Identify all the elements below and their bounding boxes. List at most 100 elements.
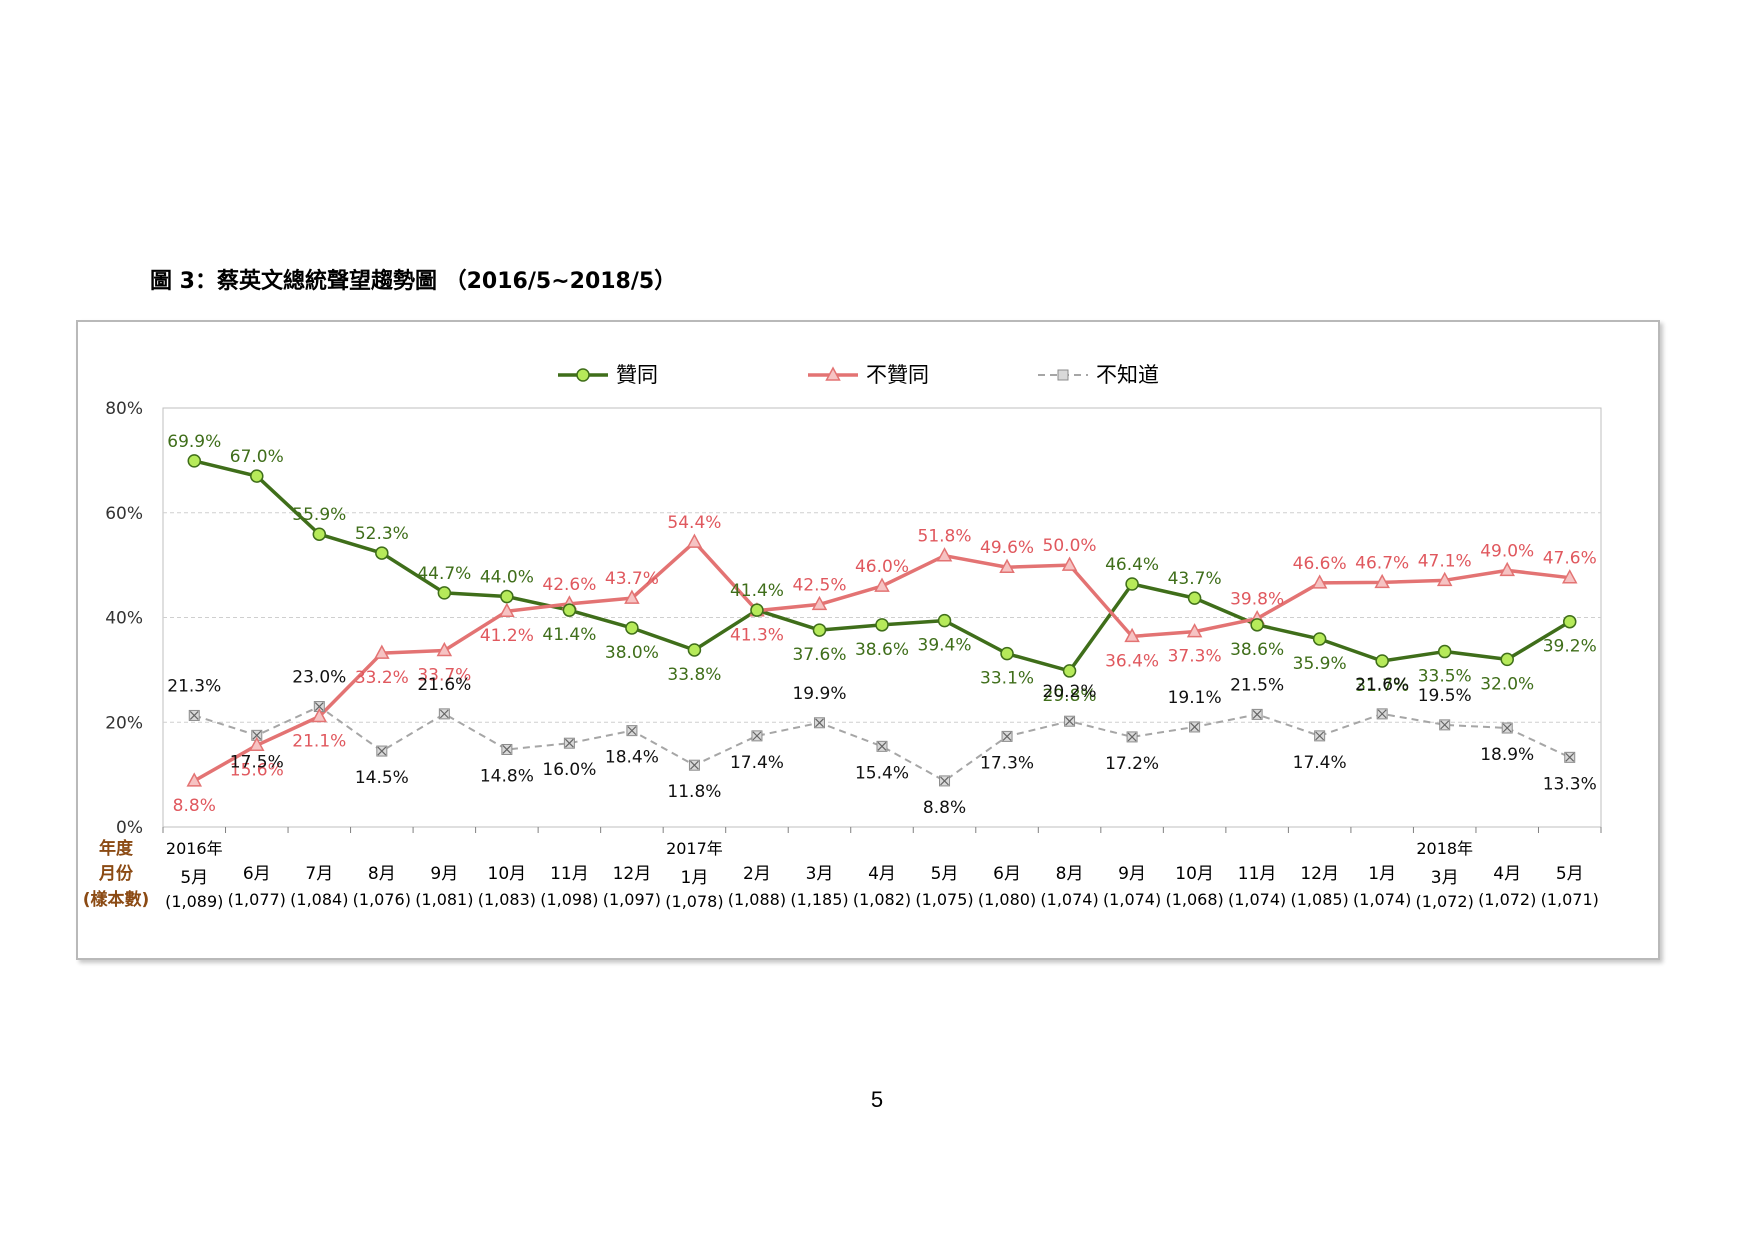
approve-value-label: 35.9% [1293, 654, 1347, 674]
month-label: 8月 [1056, 864, 1084, 884]
sample-size-label: (1,068) [1165, 890, 1223, 909]
approve-point [625, 621, 639, 635]
month-label: 2月 [743, 864, 771, 884]
unknown-value-label: 11.8% [667, 782, 721, 802]
legend-marker [825, 366, 841, 381]
month-label: 12月 [613, 864, 652, 884]
approve-value-label: 38.6% [855, 640, 909, 660]
sample-size-label: (1,089) [165, 892, 223, 911]
month-label: 6月 [243, 864, 271, 884]
unknown-point-cross [752, 731, 762, 741]
unknown-point [376, 745, 388, 757]
unknown-value-label: 21.6% [417, 675, 471, 695]
unknown-point [1251, 708, 1263, 720]
disapprove-point [249, 736, 265, 752]
disapprove-value-label: 47.6% [1543, 549, 1597, 569]
sample-size-label: (1,074) [1040, 890, 1098, 909]
month-label: 1月 [681, 868, 709, 888]
unknown-point [1189, 721, 1201, 733]
month-label: 9月 [1118, 864, 1146, 884]
disapprove-point [186, 772, 203, 787]
unknown-point-cross [252, 730, 262, 740]
legend-label: 不贊同 [866, 363, 929, 387]
disapprove-point [1124, 627, 1140, 643]
unknown-point [1501, 722, 1513, 734]
unknown-value-label: 18.4% [605, 748, 659, 768]
y-tick-label: 80% [105, 399, 143, 419]
approve-point [312, 527, 327, 541]
month-label: 6月 [993, 864, 1021, 884]
disapprove-point [999, 558, 1015, 573]
disapprove-value-label: 37.3% [1168, 647, 1222, 667]
unknown-point [1064, 715, 1076, 727]
unknown-value-label: 17.4% [1293, 753, 1347, 773]
approve-value-label: 33.8% [667, 665, 721, 685]
y-tick-label: 20% [105, 713, 143, 733]
disapprove-value-label: 39.8% [1230, 590, 1284, 610]
month-label: 5月 [180, 868, 208, 888]
sample-size-label: (1,083) [478, 890, 536, 909]
disapprove-value-label: 33.7% [417, 665, 471, 685]
disapprove-point [811, 595, 828, 611]
approve-value-label: 33.5% [1418, 667, 1472, 687]
unknown-point [751, 730, 763, 742]
approve-point [1062, 664, 1077, 678]
disapprove-value-label: 49.6% [980, 538, 1034, 558]
approve-point [437, 586, 452, 600]
approve-value-label: 46.4% [1105, 555, 1159, 575]
sample-size-label: (1,075) [915, 890, 973, 909]
month-label: 7月 [305, 864, 333, 884]
disapprove-point [686, 533, 703, 548]
sample-size-label: (1,080) [978, 890, 1036, 909]
unknown-value-label: 17.4% [730, 753, 784, 773]
disapprove-value-label: 21.1% [292, 731, 346, 751]
month-label: 10月 [1175, 864, 1214, 884]
unknown-value-label: 17.3% [980, 753, 1034, 773]
month-label: 11月 [1238, 864, 1277, 884]
document-title: 圖 3：蔡英文總統聲望趨勢圖 （2016/5~2018/5） [150, 269, 677, 294]
disapprove-value-label: 43.7% [605, 569, 659, 589]
unknown-value-label: 23.0% [292, 668, 346, 688]
approve-value-label: 69.9% [167, 432, 221, 452]
sample-size-label: (1,098) [540, 890, 598, 909]
sample-size-label: (1,077) [228, 890, 286, 909]
sample-size-label: (1,081) [415, 890, 473, 909]
legend-label: 贊同 [616, 363, 658, 387]
year-label: 2017年 [666, 839, 723, 858]
unknown-value-label: 17.5% [230, 752, 284, 772]
unknown-value-label: 21.6% [1355, 675, 1409, 695]
unknown-point-cross [940, 776, 949, 786]
disapprove-point [1311, 574, 1328, 589]
approve-point [562, 603, 577, 617]
approve-value-label: 44.0% [480, 568, 534, 588]
approve-value-label: 52.3% [355, 524, 409, 544]
unknown-point-cross [314, 702, 324, 711]
legend-approve: 贊同 [558, 363, 658, 387]
month-label: 5月 [1556, 864, 1584, 884]
approve-point [875, 618, 889, 632]
unknown-point [563, 737, 575, 749]
legend-marker [576, 368, 590, 382]
disapprove-point [1561, 569, 1578, 584]
unknown-point [813, 717, 825, 729]
page-number: 5 [870, 1087, 884, 1112]
disapprove-value-label: 41.2% [480, 626, 534, 646]
disapprove-point [874, 577, 890, 592]
unknown-value-label: 14.5% [355, 768, 409, 788]
unknown-point [1376, 708, 1388, 720]
unknown-point-cross [502, 745, 512, 754]
disapprove-point [624, 589, 640, 604]
sample-size-label: (1,071) [1541, 890, 1599, 909]
approve-point [375, 546, 389, 560]
approve-point [1187, 591, 1202, 605]
disapprove-value-label: 46.7% [1355, 553, 1409, 573]
year-label: 2016年 [166, 839, 223, 858]
approve-value-label: 41.4% [730, 581, 784, 601]
legend-label: 不知道 [1096, 363, 1159, 387]
approve-point [250, 469, 264, 483]
month-label: 8月 [368, 864, 396, 884]
unknown-point [188, 709, 200, 721]
approve-point [812, 623, 827, 637]
disapprove-value-label: 42.6% [542, 575, 596, 595]
